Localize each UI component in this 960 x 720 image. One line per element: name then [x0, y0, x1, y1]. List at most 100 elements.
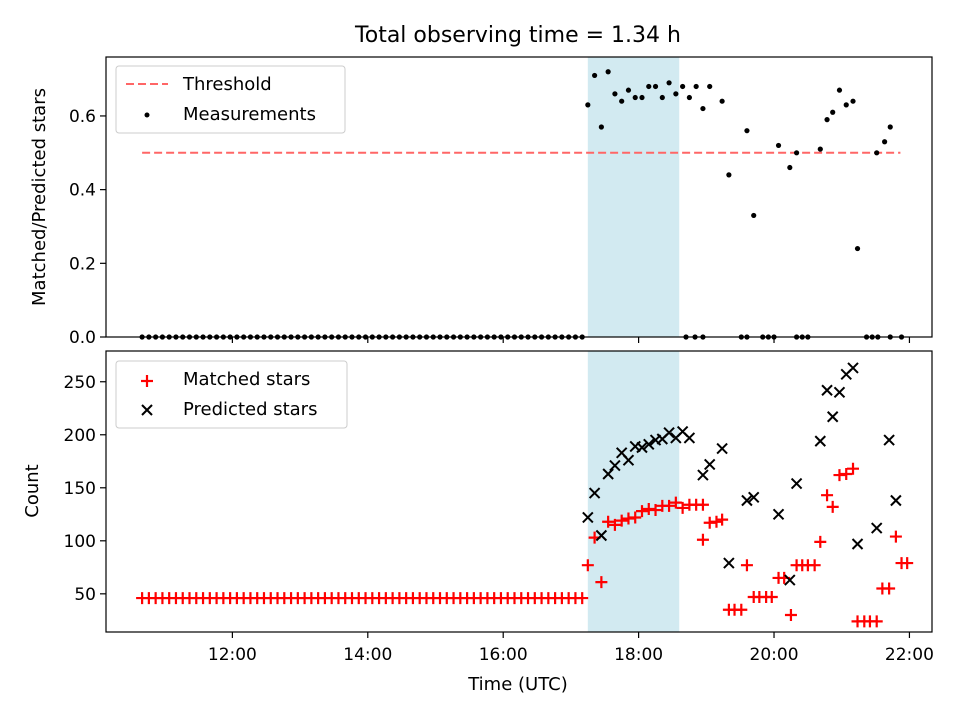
bottom-panel-frame [105, 350, 933, 633]
measurement-point [707, 83, 713, 90]
predicted-star-point [826, 411, 839, 423]
predicted-star-point [595, 529, 608, 542]
chart-title: Total observing time = 1.34 h [354, 23, 681, 48]
y-tick-label: 150 [64, 479, 96, 499]
predicted-legend-label: Predicted stars [183, 399, 317, 420]
matched-star-point [740, 559, 753, 572]
measurement-point [824, 117, 830, 123]
measurement-point [775, 142, 782, 149]
measurement-point [693, 83, 699, 90]
measurement-point [787, 164, 793, 171]
matched-star-point [649, 504, 662, 517]
matched-star-point [784, 609, 797, 622]
matched-star-point [826, 500, 839, 513]
predicted-star-point [821, 384, 833, 396]
measurement-point [598, 124, 604, 130]
predicted-star-point [622, 454, 635, 466]
predicted-star-point [636, 441, 648, 454]
measurement-point [843, 102, 849, 108]
predicted-star-point [890, 494, 902, 507]
y-tick-label: 0.6 [69, 107, 96, 127]
matched-star-point [635, 505, 648, 518]
matched-star-point [629, 511, 642, 524]
matched-star-point [602, 515, 615, 528]
y-tick-label: 0.0 [69, 328, 96, 348]
measurement-point [605, 69, 611, 75]
matched-star-point [696, 498, 709, 511]
bottom-y-axis-label: Count [22, 464, 43, 517]
matched-legend-label: Matched stars [183, 369, 310, 390]
top-panel-frame [105, 56, 933, 338]
predicted-star-point [772, 508, 785, 521]
bottom-legend-box [115, 360, 348, 429]
y-tick-label: 200 [64, 426, 96, 446]
measurement-point [874, 150, 880, 156]
y-tick-label: 50 [74, 585, 96, 605]
measurement-point [882, 139, 888, 145]
measurement-point [612, 91, 618, 97]
predicted-star-point [703, 458, 716, 471]
x-tick-label: 20:00 [750, 645, 799, 665]
top-panel: 0.0 0.2 0.4 0.6 Matched/Predicted stars Thr… [29, 56, 933, 348]
predicted-star-point [748, 491, 760, 504]
predicted-star-point [790, 477, 803, 490]
observing-window-span [587, 57, 680, 337]
measurement-point [639, 94, 645, 101]
measurement-point [830, 109, 836, 115]
matched-star-point [696, 533, 709, 546]
measurement-point [744, 128, 750, 134]
x-tick-label: 14:00 [343, 645, 392, 665]
measurement-point [680, 83, 686, 90]
matched-star-point [889, 530, 902, 543]
measurement-point [850, 98, 856, 104]
measurements-legend-label: Measurements [183, 104, 316, 125]
predicted-star-point [847, 362, 859, 374]
top-legend: Threshold Measurements [115, 65, 346, 134]
matched-star-point [608, 518, 621, 531]
predicted-star-point [602, 468, 614, 480]
predicted-star-point [833, 386, 846, 399]
measurement-point [719, 98, 725, 104]
predicted-star-point [588, 487, 601, 499]
matched-star-point [847, 462, 860, 475]
measurement-point [666, 80, 672, 86]
predicted-star-point [723, 557, 735, 569]
top-y-axis-label: Matched/Predicted stars [29, 88, 50, 306]
matched-star-point [808, 559, 821, 572]
matched-star-point [870, 615, 883, 628]
y-tick-label: 100 [64, 532, 96, 552]
matched-star-point [840, 468, 853, 481]
x-tick-label: 16:00 [479, 645, 528, 665]
observing-window-span [587, 351, 680, 632]
matched-star-point [663, 499, 676, 512]
measurement-point [854, 245, 861, 252]
measurement-point [793, 150, 800, 156]
predicted-star-point [697, 469, 709, 481]
measurement-point [646, 83, 652, 90]
measurement-point [625, 87, 632, 93]
measurement-point [659, 94, 665, 101]
predicted-star-point [582, 511, 594, 524]
measurement-point [619, 98, 625, 104]
bottom-panel: 50 100 150 200 250 12:00 14:00 16:00 18:00 20:00… [22, 350, 934, 695]
measurement-point [751, 212, 757, 219]
y-tick-label: 0.4 [69, 181, 96, 201]
predicted-star-point [609, 459, 621, 472]
matched-star-point [883, 582, 896, 595]
predicted-star-point [741, 494, 753, 507]
predicted-star-point [851, 538, 864, 550]
measurement-point [836, 87, 843, 93]
matched-star-point [821, 489, 834, 502]
x-tick-label: 12:00 [208, 645, 257, 665]
threshold-legend-label: Threshold [182, 74, 272, 95]
predicted-star-point [716, 442, 728, 455]
measurement-point [726, 172, 732, 178]
matched-star-point [765, 591, 778, 604]
matched-star-point [710, 515, 723, 528]
predicted-star-point [643, 438, 655, 451]
measurements-legend-swatch [144, 112, 150, 118]
predicted-star-point [871, 522, 883, 534]
matched-star-point [581, 559, 594, 572]
predicted-legend-swatch [141, 404, 153, 416]
